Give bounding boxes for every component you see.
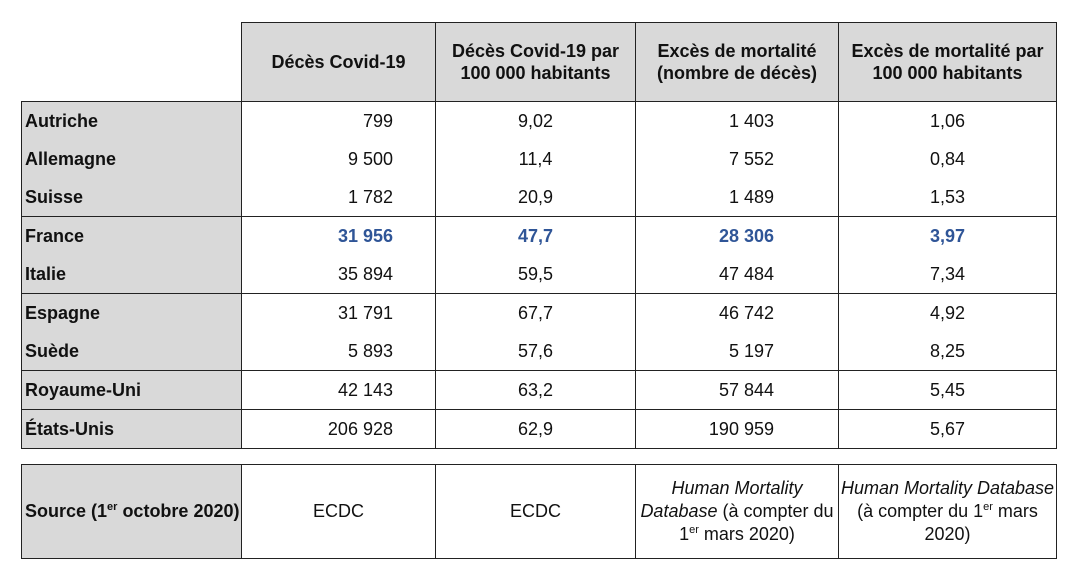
country-cell: Allemagne	[21, 140, 242, 178]
excess-cell: 190 959	[635, 409, 839, 449]
deaths-per-100k-cell: 9,02	[435, 101, 636, 140]
header-row: Décès Covid-19 Décès Covid-19 par 100 00…	[21, 22, 1057, 102]
excess-cell: 5 197	[635, 332, 839, 371]
excess-cell: 47 484	[635, 255, 839, 294]
deaths-cell: 5 893	[241, 332, 436, 371]
mortality-table: Décès Covid-19 Décès Covid-19 par 100 00…	[21, 22, 1057, 449]
deaths-per-100k-cell: 59,5	[435, 255, 636, 294]
deaths-per-100k-cell: 67,7	[435, 293, 636, 332]
deaths-cell: 31 956	[241, 216, 436, 255]
source-ecdc-1: ECDC	[241, 464, 436, 559]
country-cell: Autriche	[21, 101, 242, 140]
deaths-per-100k-cell: 57,6	[435, 332, 636, 371]
deaths-cell: 42 143	[241, 370, 436, 410]
country-cell: Espagne	[21, 293, 242, 332]
excess-cell: 1 489	[635, 178, 839, 217]
deaths-per-100k-cell: 20,9	[435, 178, 636, 217]
excess-per-100k-cell: 1,53	[838, 178, 1057, 217]
table-row: Allemagne 9 500 11,4 7 552 0,84	[21, 140, 1057, 178]
table-row: France 31 956 47,7 28 306 3,97	[21, 216, 1057, 255]
source-hmd-2: Human Mortality Database (à compter du 1…	[838, 464, 1057, 559]
source-row: Source (1er octobre 2020) ECDC ECDC Huma…	[21, 464, 1057, 559]
source-table: Source (1er octobre 2020) ECDC ECDC Huma…	[21, 464, 1057, 559]
deaths-cell: 206 928	[241, 409, 436, 449]
deaths-cell: 35 894	[241, 255, 436, 294]
country-cell: Suisse	[21, 178, 242, 217]
excess-per-100k-cell: 4,92	[838, 293, 1057, 332]
header-blank	[21, 22, 242, 102]
source-ecdc-2: ECDC	[435, 464, 636, 559]
deaths-per-100k-cell: 63,2	[435, 370, 636, 410]
header-excess: Excès de mortalité (nombre de décès)	[635, 22, 839, 102]
excess-per-100k-cell: 0,84	[838, 140, 1057, 178]
excess-cell: 46 742	[635, 293, 839, 332]
deaths-cell: 31 791	[241, 293, 436, 332]
country-cell: Royaume-Uni	[21, 370, 242, 410]
excess-per-100k-cell: 5,45	[838, 370, 1057, 410]
excess-per-100k-cell: 3,97	[838, 216, 1057, 255]
deaths-cell: 9 500	[241, 140, 436, 178]
deaths-per-100k-cell: 11,4	[435, 140, 636, 178]
excess-cell: 28 306	[635, 216, 839, 255]
deaths-per-100k-cell: 47,7	[435, 216, 636, 255]
excess-cell: 7 552	[635, 140, 839, 178]
excess-per-100k-cell: 8,25	[838, 332, 1057, 371]
deaths-cell: 1 782	[241, 178, 436, 217]
table-row: Italie 35 894 59,5 47 484 7,34	[21, 255, 1057, 294]
header-excess-per-100k: Excès de mortalité par 100 000 habitants	[838, 22, 1057, 102]
excess-per-100k-cell: 1,06	[838, 101, 1057, 140]
table-row: Autriche 799 9,02 1 403 1,06	[21, 101, 1057, 140]
excess-cell: 57 844	[635, 370, 839, 410]
excess-per-100k-cell: 7,34	[838, 255, 1057, 294]
country-cell: Italie	[21, 255, 242, 294]
header-deaths-per-100k: Décès Covid-19 par 100 000 habitants	[435, 22, 636, 102]
deaths-per-100k-cell: 62,9	[435, 409, 636, 449]
table-row: Espagne 31 791 67,7 46 742 4,92	[21, 293, 1057, 332]
source-label: Source (1er octobre 2020)	[21, 464, 242, 559]
header-deaths: Décès Covid-19	[241, 22, 436, 102]
deaths-cell: 799	[241, 101, 436, 140]
table-row: Suisse 1 782 20,9 1 489 1,53	[21, 178, 1057, 217]
table-row: Royaume-Uni 42 143 63,2 57 844 5,45	[21, 370, 1057, 410]
table-row: Suède 5 893 57,6 5 197 8,25	[21, 332, 1057, 371]
excess-per-100k-cell: 5,67	[838, 409, 1057, 449]
country-cell: États-Unis	[21, 409, 242, 449]
excess-cell: 1 403	[635, 101, 839, 140]
table-row: États-Unis 206 928 62,9 190 959 5,67	[21, 409, 1057, 449]
country-cell: France	[21, 216, 242, 255]
country-cell: Suède	[21, 332, 242, 371]
source-hmd-1: Human Mortality Database (à compter du 1…	[635, 464, 839, 559]
